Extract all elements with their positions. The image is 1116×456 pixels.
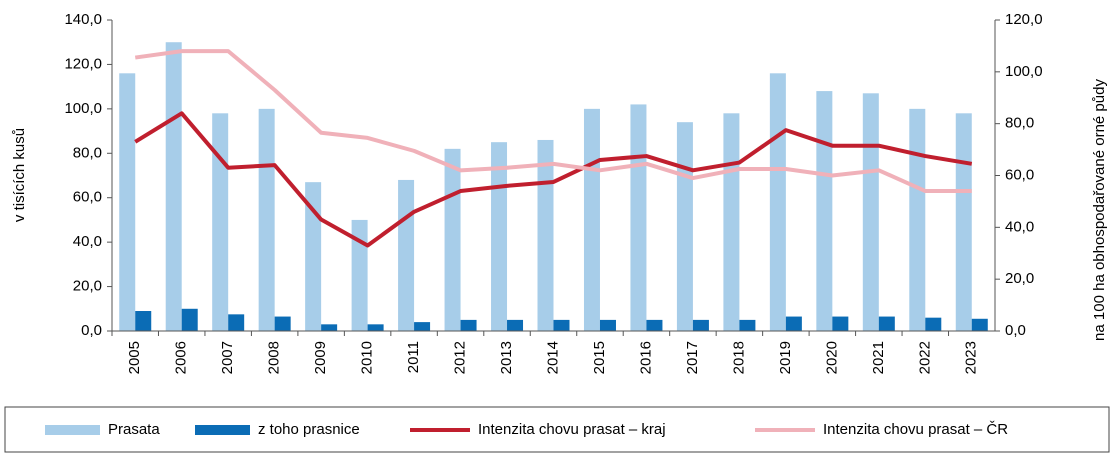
x-tick-label: 2006 [173, 341, 190, 374]
bar [135, 311, 152, 331]
y-tick-label: 80,0 [73, 144, 102, 161]
bar [832, 316, 849, 331]
y2-tick-label: 40,0 [1005, 218, 1034, 235]
bar [444, 148, 461, 331]
legend-label: Intenzita chovu prasat – kraj [478, 421, 666, 438]
bar [351, 219, 368, 331]
bar [599, 319, 616, 331]
legend-swatch [45, 425, 100, 435]
x-tick-label: 2022 [916, 341, 933, 374]
y-tick-label: 140,0 [64, 11, 102, 28]
bar [460, 319, 477, 331]
bar [181, 308, 198, 331]
bar [955, 113, 972, 331]
bar [274, 316, 291, 331]
bar [630, 104, 647, 332]
legend-box [4, 406, 1110, 453]
x-tick-label: 2019 [777, 341, 794, 374]
bar [723, 113, 740, 331]
x-tick-label: 2005 [126, 341, 143, 374]
y-tick-label: 40,0 [73, 233, 102, 250]
legend-swatch [195, 425, 250, 435]
line [134, 111, 973, 248]
legend-label: Prasata [108, 421, 160, 438]
y2-tick-label: 120,0 [1005, 11, 1043, 28]
legend-label: Intenzita chovu prasat – ČR [823, 421, 1008, 438]
y2-tick-label: 80,0 [1005, 115, 1034, 132]
x-tick-label: 2013 [498, 341, 515, 374]
y2-tick-label: 20,0 [1005, 270, 1034, 287]
bar [228, 314, 245, 331]
x-tick-label: 2011 [405, 341, 422, 373]
y-tick-label: 20,0 [73, 278, 102, 295]
y-tick-label: 120,0 [64, 55, 102, 72]
bar [676, 122, 693, 331]
x-tick-label: 2010 [359, 341, 376, 374]
bar [909, 108, 926, 331]
x-tick-label: 2007 [219, 341, 236, 374]
legend-label: z toho prasnice [258, 421, 360, 438]
bar [816, 91, 833, 331]
x-tick-label: 2017 [684, 341, 701, 374]
x-tick-label: 2018 [730, 341, 747, 374]
x-tick-label: 2020 [823, 341, 840, 374]
bar [862, 93, 879, 331]
bar [692, 319, 709, 331]
x-tick-label: 2016 [637, 341, 654, 374]
bar [785, 316, 802, 331]
bar [119, 73, 136, 332]
y-axis-label: v tisících kusů [11, 128, 28, 222]
bar [367, 324, 384, 331]
bar [321, 324, 338, 331]
bar [646, 319, 663, 331]
bar [583, 108, 600, 331]
x-tick-label: 2009 [312, 341, 329, 374]
bar [769, 73, 786, 332]
bar [537, 139, 554, 331]
y-tick-label: 60,0 [73, 189, 102, 206]
x-tick-label: 2015 [591, 341, 608, 374]
bar [258, 108, 275, 331]
x-tick-label: 2008 [266, 341, 283, 374]
y-tick-label: 100,0 [64, 100, 102, 117]
bar [739, 319, 756, 331]
bar [925, 317, 942, 331]
bar [305, 182, 322, 331]
bar [878, 316, 895, 331]
bar [165, 42, 182, 331]
x-tick-label: 2012 [452, 341, 469, 374]
bar [398, 179, 415, 331]
bar [414, 322, 431, 331]
bar [553, 319, 570, 331]
y-tick-label: 0,0 [81, 322, 102, 339]
x-tick-label: 2023 [963, 341, 980, 374]
y2-tick-label: 100,0 [1005, 63, 1043, 80]
x-tick-label: 2021 [870, 341, 887, 374]
y2-axis-label: na 100 ha obhospodařované orné půdy [1091, 79, 1108, 341]
bar [491, 142, 508, 331]
x-tick-label: 2014 [544, 341, 561, 374]
line [134, 49, 972, 194]
bar [212, 113, 229, 331]
bar [507, 319, 524, 331]
bar [971, 318, 988, 331]
y2-tick-label: 60,0 [1005, 166, 1034, 183]
y2-tick-label: 0,0 [1005, 322, 1026, 339]
